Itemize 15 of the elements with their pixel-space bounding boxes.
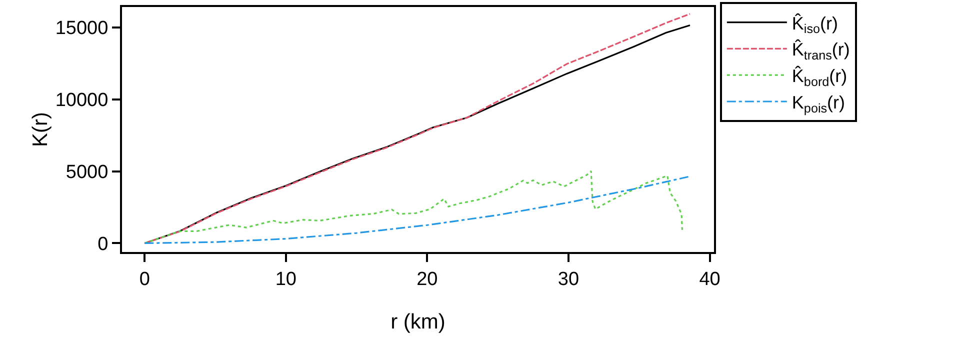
- x-tick-label: 0: [139, 268, 150, 290]
- x-axis-title: r (km): [390, 310, 446, 334]
- y-tick-label: 0: [98, 234, 108, 255]
- legend-label: K̂$_{iso}$(r): [792, 12, 838, 36]
- legend-label: K̂$_{trans}$(r): [792, 38, 850, 62]
- x-tick-label: 40: [699, 268, 720, 290]
- x-tick-label: 20: [416, 268, 438, 290]
- y-axis-title: K(r): [29, 112, 52, 147]
- x-tick-label: 10: [275, 268, 296, 290]
- y-tick-label: 5000: [66, 162, 108, 183]
- y-tick-label: 15000: [55, 18, 108, 40]
- legend-label: K̂$_{bord}$(r): [792, 65, 848, 89]
- x-tick-label: 30: [558, 268, 580, 290]
- legend-label: K$_{pois}$(r): [792, 92, 846, 116]
- y-tick-label: 10000: [55, 90, 108, 112]
